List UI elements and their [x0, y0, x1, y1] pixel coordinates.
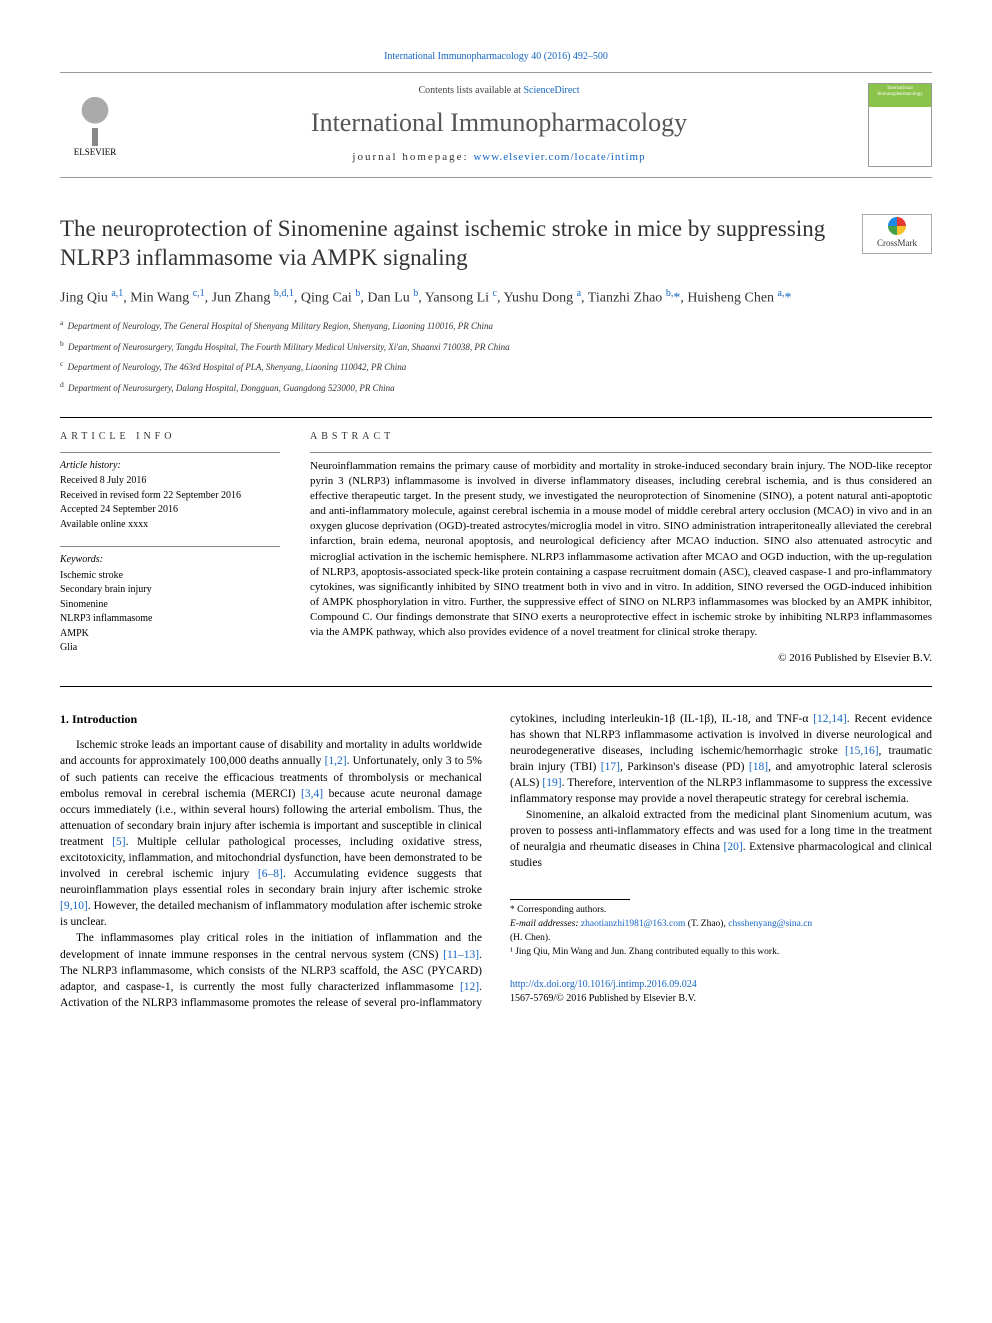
article-info-label: article info: [60, 430, 280, 444]
header-citation: International Immunopharmacology 40 (201…: [60, 50, 932, 64]
ref-link[interactable]: [19]: [542, 777, 561, 789]
keyword: AMPK: [60, 627, 280, 642]
footnote-rule: [510, 899, 630, 900]
keyword: NLRP3 inflammasome: [60, 612, 280, 627]
article-title: The neuroprotection of Sinomenine agains…: [60, 214, 842, 273]
ref-link[interactable]: [17]: [601, 761, 620, 773]
sciencedirect-link[interactable]: ScienceDirect: [523, 85, 579, 96]
homepage-link[interactable]: www.elsevier.com/locate/intimp: [473, 151, 645, 163]
affiliation: d Department of Neurosurgery, Dalang Hos…: [60, 379, 842, 396]
keywords-block: Keywords: Ischemic strokeSecondary brain…: [60, 546, 280, 656]
affiliation: a Department of Neurology, The General H…: [60, 317, 842, 334]
abstract-copyright: © 2016 Published by Elsevier B.V.: [310, 651, 932, 666]
doi-block: http://dx.doi.org/10.1016/j.intimp.2016.…: [510, 978, 932, 1006]
divider: [60, 417, 932, 418]
crossmark-icon: [888, 217, 906, 235]
elsevier-label: ELSEVIER: [74, 146, 117, 158]
homepage-line: journal homepage: www.elsevier.com/locat…: [144, 150, 854, 165]
contents-line: Contents lists available at ScienceDirec…: [144, 84, 854, 98]
ref-link[interactable]: [6–8]: [258, 868, 283, 880]
corresponding-footnote: * Corresponding authors. E-mail addresse…: [510, 899, 932, 959]
keyword: Glia: [60, 641, 280, 656]
intro-paragraph-1: Ischemic stroke leads an important cause…: [60, 737, 482, 930]
journal-name: International Immunopharmacology: [144, 105, 854, 140]
keyword: Secondary brain injury: [60, 583, 280, 598]
intro-paragraph-3: Sinomenine, an alkaloid extracted from t…: [510, 807, 932, 871]
affiliation: c Department of Neurology, The 463rd Hos…: [60, 358, 842, 375]
email-name-2: (H. Chen).: [510, 932, 932, 946]
history-line: Available online xxxx: [60, 518, 280, 533]
history-line: Received in revised form 22 September 20…: [60, 489, 280, 504]
elsevier-tree-icon: [70, 91, 120, 146]
history-line: Accepted 24 September 2016: [60, 503, 280, 518]
article-history-block: Article history: Received 8 July 2016Rec…: [60, 452, 280, 533]
email-link[interactable]: zhaotianzhi1981@163.com: [581, 919, 686, 929]
masthead-center: Contents lists available at ScienceDirec…: [144, 84, 854, 165]
corr-authors-label: * Corresponding authors.: [510, 904, 932, 918]
ref-link[interactable]: [5]: [112, 836, 125, 848]
journal-link[interactable]: International Immunopharmacology 40 (201…: [384, 51, 608, 62]
keyword: Ischemic stroke: [60, 569, 280, 584]
elsevier-logo: ELSEVIER: [60, 85, 130, 165]
email-link[interactable]: chsshenyang@sina.cn: [728, 919, 812, 929]
crossmark-badge[interactable]: CrossMark: [862, 214, 932, 254]
abstract-text: Neuroinflammation remains the primary ca…: [310, 452, 932, 641]
ref-link[interactable]: [20]: [724, 841, 743, 853]
body-columns: 1. Introduction Ischemic stroke leads an…: [60, 711, 932, 1011]
doi-link[interactable]: http://dx.doi.org/10.1016/j.intimp.2016.…: [510, 979, 697, 990]
journal-cover-thumbnail: International Immunopharmacology: [868, 83, 932, 167]
article-info-column: article info Article history: Received 8…: [60, 430, 280, 670]
issn-line: 1567-5769/© 2016 Published by Elsevier B…: [510, 992, 932, 1006]
history-header: Article history:: [60, 459, 280, 473]
article-header: The neuroprotection of Sinomenine agains…: [60, 214, 932, 400]
ref-link[interactable]: [18]: [749, 761, 768, 773]
body-divider: [60, 686, 932, 687]
crossmark-label: CrossMark: [877, 237, 917, 249]
ref-link[interactable]: [15,16]: [845, 745, 879, 757]
keyword: Sinomenine: [60, 598, 280, 613]
history-line: Received 8 July 2016: [60, 474, 280, 489]
equal-contribution-note: ¹ Jing Qiu, Min Wang and Jun. Zhang cont…: [510, 946, 932, 960]
info-abstract-row: article info Article history: Received 8…: [60, 430, 932, 670]
abstract-label: abstract: [310, 430, 932, 444]
ref-link[interactable]: [9,10]: [60, 900, 88, 912]
authors: Jing Qiu a,1, Min Wang c,1, Jun Zhang b,…: [60, 286, 842, 309]
ref-link[interactable]: [1,2]: [325, 755, 347, 767]
ref-link[interactable]: [3,4]: [301, 788, 323, 800]
ref-link[interactable]: [11–13]: [443, 949, 479, 961]
page: International Immunopharmacology 40 (201…: [0, 0, 992, 1051]
keywords-header: Keywords:: [60, 553, 280, 567]
ref-link[interactable]: [12,14]: [813, 713, 847, 725]
email-line: E-mail addresses: zhaotianzhi1981@163.co…: [510, 918, 932, 932]
ref-link[interactable]: [12]: [460, 981, 479, 993]
masthead: ELSEVIER Contents lists available at Sci…: [60, 72, 932, 178]
intro-heading: 1. Introduction: [60, 711, 482, 728]
abstract-column: abstract Neuroinflammation remains the p…: [310, 430, 932, 670]
affiliation: b Department of Neurosurgery, Tangdu Hos…: [60, 338, 842, 355]
